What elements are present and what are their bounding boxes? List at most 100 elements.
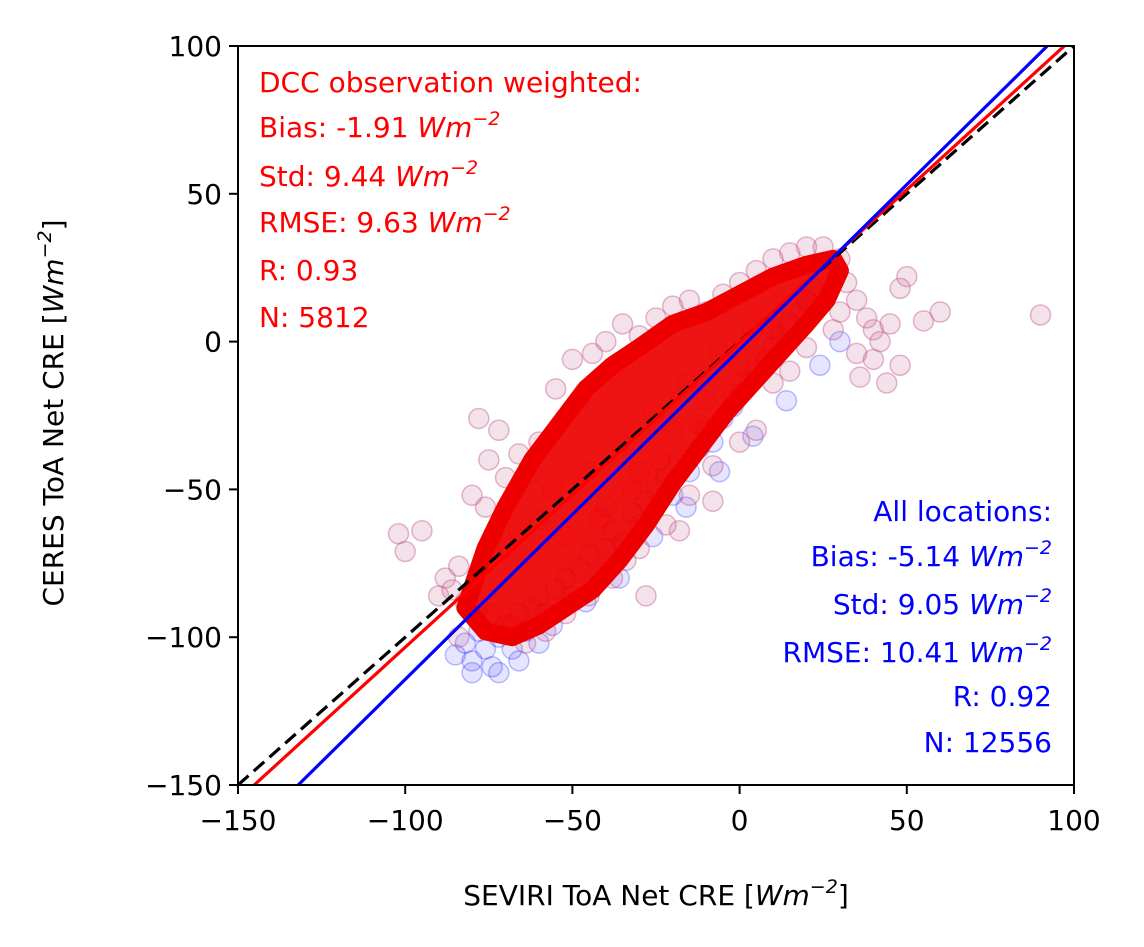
all-stats-annotation: All locations: Bias: -5.14 Wm−2 Std: 9.0… xyxy=(783,495,1052,759)
scatter-point xyxy=(822,319,844,341)
dcc-std-value: Std: 9.44 xyxy=(259,160,386,193)
dcc-stats-annotation: DCC observation weighted: Bias: -1.91 Wm… xyxy=(259,66,642,334)
all-rmse-value: RMSE: 10.41 xyxy=(783,636,961,669)
scatter-point xyxy=(427,585,450,607)
scatter-point xyxy=(708,460,731,483)
all-rmse-exp: −2 xyxy=(1024,633,1052,655)
scatter-point xyxy=(444,644,467,666)
all-stats-n: N: 12556 xyxy=(924,726,1052,759)
scatter-point xyxy=(387,522,410,545)
scatter-point xyxy=(845,289,868,311)
dcc-std-exp: −2 xyxy=(450,157,478,179)
all-stats-title: All locations: xyxy=(873,495,1052,528)
one-to-one-line xyxy=(238,46,1074,785)
dcc-fit-line xyxy=(251,46,1067,785)
scatter-point xyxy=(829,330,851,353)
all-bias-exp: −2 xyxy=(1024,537,1052,559)
scatter-point xyxy=(595,330,617,353)
x-tick-label: 50 xyxy=(889,804,925,837)
scatter-point xyxy=(544,378,567,400)
scatter-point xyxy=(561,348,584,371)
scatter-point xyxy=(488,419,510,442)
dcc-rmse-value: RMSE: 9.63 xyxy=(259,206,419,239)
scatter-point xyxy=(635,585,657,607)
dcc-bias-value: Bias: -1.91 xyxy=(259,111,409,144)
x-tick-label: −50 xyxy=(543,804,602,837)
scatter-point xyxy=(481,656,503,678)
dcc-std-unit: Wm xyxy=(395,160,450,193)
scatter-point xyxy=(461,650,483,672)
scatter-point xyxy=(745,419,768,442)
scatter-point xyxy=(879,313,901,335)
all-stats-std: Std: 9.05 Wm−2 xyxy=(833,585,1052,621)
scatter-point xyxy=(862,348,885,371)
all-std-value: Std: 9.05 xyxy=(833,588,960,621)
y-axis-title-close: ] xyxy=(37,219,70,230)
y-tick-label: −150 xyxy=(145,769,222,802)
y-tick-label: 50 xyxy=(186,178,222,211)
scatter-point xyxy=(447,626,470,648)
scatter-point xyxy=(845,342,868,365)
dcc-stats-r: R: 0.93 xyxy=(259,254,358,287)
x-axis-ticks: −150 −100 −50 0 50 100 xyxy=(200,785,1101,837)
x-axis-title-exp: −2 xyxy=(810,876,838,898)
scatter-point xyxy=(855,307,878,329)
dcc-stats-std: Std: 9.44 Wm−2 xyxy=(259,157,478,193)
scatter-point xyxy=(468,407,490,430)
all-bias-value: Bias: -5.14 xyxy=(811,540,961,573)
dcc-rmse-exp: −2 xyxy=(483,203,511,225)
scatter-point xyxy=(461,484,483,507)
scatter-point xyxy=(434,567,457,589)
y-tick-label: −100 xyxy=(145,621,222,654)
scatter-point xyxy=(668,520,691,542)
y-axis-title-exp: −2 xyxy=(34,230,56,258)
dcc-rmse-unit: Wm xyxy=(428,206,483,239)
all-stats-rmse: RMSE: 10.41 Wm−2 xyxy=(783,633,1052,669)
all-fit-line xyxy=(297,46,1049,785)
scatter-point xyxy=(447,555,470,578)
scatter-point xyxy=(508,650,530,672)
scatter-point xyxy=(875,372,898,394)
scatter-point xyxy=(702,490,724,512)
scatter-point xyxy=(488,661,510,684)
scatter-point xyxy=(454,632,477,654)
scatter-point xyxy=(675,496,697,518)
scatter-point xyxy=(461,661,483,684)
scatter-point xyxy=(411,520,433,542)
scatter-point xyxy=(581,342,604,365)
scatter-point xyxy=(889,354,911,376)
dcc-bias-exp: −2 xyxy=(472,108,500,130)
scatter-point xyxy=(478,449,500,471)
y-axis-title-unit: Wm xyxy=(37,258,70,313)
x-tick-label: 100 xyxy=(1047,804,1100,837)
scatter-point xyxy=(809,354,831,376)
dcc-stats-rmse: RMSE: 9.63 Wm−2 xyxy=(259,203,511,239)
plot-area xyxy=(238,46,1074,785)
y-axis-ticks: −150 −100 −50 0 50 100 xyxy=(145,30,238,802)
scatter-point xyxy=(912,310,935,332)
x-axis-title-unit: Wm xyxy=(755,879,810,912)
scatter-point xyxy=(474,496,497,518)
scatter-point xyxy=(702,455,724,477)
scatter-point xyxy=(849,366,871,388)
dcc-stats-n: N: 5812 xyxy=(259,301,370,334)
scatter-point xyxy=(862,319,885,341)
y-tick-label: 100 xyxy=(169,30,222,63)
x-tick-label: −150 xyxy=(200,804,277,837)
scatter-point xyxy=(742,425,764,447)
scatter-point xyxy=(929,301,951,323)
scatter-point xyxy=(775,389,798,412)
all-stats-r: R: 0.92 xyxy=(953,680,1052,713)
scatter-point xyxy=(728,431,751,453)
scatter-point xyxy=(678,484,701,507)
y-axis-title: CERES ToA Net CRE [Wm−2] xyxy=(34,219,70,606)
scatter-point xyxy=(779,360,801,382)
scatter-point xyxy=(869,330,891,353)
scatter-point xyxy=(829,301,851,323)
scatter-point xyxy=(394,540,416,563)
dcc-stats-bias: Bias: -1.91 Wm−2 xyxy=(259,108,500,144)
y-tick-label: −50 xyxy=(163,473,222,506)
scatter-point xyxy=(1029,304,1052,326)
scatter-point xyxy=(611,313,634,335)
